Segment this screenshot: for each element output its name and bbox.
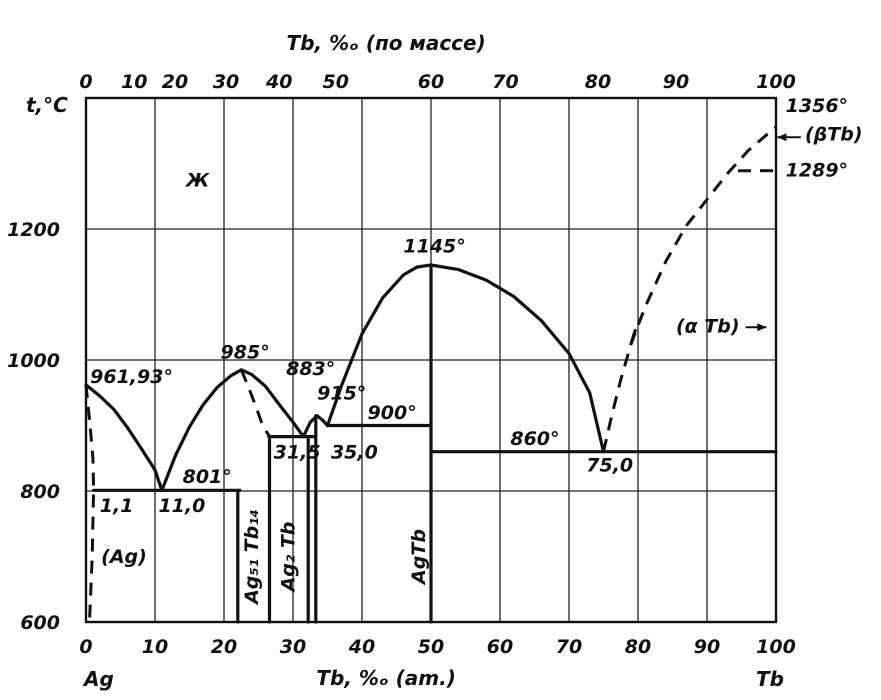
annotation-t-ag: 961,93° <box>90 366 173 388</box>
annotation-t-1289: 1289° <box>786 160 848 182</box>
dashed-line-liquidus-tb <box>602 125 777 453</box>
top-tick-label: 40 <box>265 71 292 93</box>
element-ag-label: Ag <box>82 667 114 691</box>
bottom-tick-label: 40 <box>348 636 375 658</box>
annotation-phase-ag: (Ag) <box>101 546 147 568</box>
bottom-tick-label: 90 <box>694 636 720 658</box>
annotation-c-110: 11,0 <box>158 495 205 517</box>
top-tick-label: 50 <box>323 71 349 93</box>
annotation-t-900: 900° <box>368 402 417 424</box>
top-tick-label: 60 <box>418 71 444 93</box>
element-tb-label: Tb <box>756 667 784 691</box>
y-tick-label: 1000 <box>7 350 60 372</box>
top-tick-label: 90 <box>663 71 689 93</box>
annotation-t-860: 860° <box>510 428 559 450</box>
y-tick-label: 600 <box>20 612 60 634</box>
bottom-tick-label: 30 <box>280 636 306 658</box>
annotation-c-11: 1,1 <box>100 495 134 517</box>
annotation-c-315: 31,5 <box>274 441 321 463</box>
bottom-tick-label: 0 <box>79 636 92 658</box>
annotation-t-1145: 1145° <box>403 236 465 258</box>
top-tick-label: 70 <box>492 71 518 93</box>
annotation-liquid: Ж <box>184 169 210 191</box>
dashed-line-ag51tb14-right <box>239 369 271 622</box>
top-tick-label: 20 <box>162 71 188 93</box>
top-tick-label: 100 <box>756 71 796 93</box>
phase-line-liquidus-ag <box>84 383 164 492</box>
compound-label-agtb-compound: AgTb <box>408 529 430 586</box>
y-tick-label: 800 <box>20 481 60 503</box>
compound-label-ag2tb: Ag₂ Tb <box>277 522 299 594</box>
tick-labels: 0 10 20 30 40 50 60 70 80 90 1000 10 20 30 40 50 60 70 80 9… <box>7 71 796 658</box>
bottom-tick-label: 70 <box>556 636 582 658</box>
top-tick-label: 80 <box>585 71 611 93</box>
bottom-axis-label: Tb, %ₒ (am.) <box>316 666 456 690</box>
annotation-alpha-tb: (α Tb) <box>676 315 740 337</box>
plot-frame <box>84 96 778 624</box>
bottom-tick-label: 20 <box>211 636 237 658</box>
phase-lines <box>84 125 778 624</box>
annotation-c-350: 35,0 <box>331 441 378 463</box>
bottom-tick-label: 100 <box>756 636 796 658</box>
y-tick-label: 1200 <box>7 219 60 241</box>
y-axis-label: t,°C <box>26 93 68 117</box>
annotation-t-883: 883° <box>286 358 335 380</box>
arrow-head-beta-tb <box>777 133 787 142</box>
bottom-tick-label: 10 <box>142 636 168 658</box>
bottom-tick-label: 50 <box>418 636 444 658</box>
top-tick-label: 0 <box>79 71 92 93</box>
top-axis-label: Tb, %ₒ (по массе) <box>287 31 486 55</box>
annotation-t-1356: 1356° <box>786 95 848 117</box>
top-tick-label: 30 <box>213 71 239 93</box>
compound-label-ag51tb14: Ag₅₁ Tb₁₄ <box>241 509 263 606</box>
phase-line-liquidus-agtb <box>325 263 606 454</box>
annotation-t-801: 801° <box>183 466 232 488</box>
annotation-c-750: 75,0 <box>586 454 633 476</box>
top-tick-label: 10 <box>121 71 147 93</box>
annotation-t-985: 985° <box>221 342 270 364</box>
dashed-line-solvus-ag <box>84 384 96 623</box>
annotation-t-915: 915° <box>317 382 366 404</box>
bottom-tick-label: 60 <box>487 636 513 658</box>
arrow-head-alpha-tb <box>757 323 767 332</box>
phase-line-liquidus-ag51tb14 <box>160 368 305 492</box>
annotations: Ж 961,93° 985° 883°915°900° 801° 1145° 860° 1,1… <box>90 95 862 606</box>
bottom-tick-label: 80 <box>625 636 651 658</box>
annotation-beta-tb: (βTb) <box>805 124 863 146</box>
